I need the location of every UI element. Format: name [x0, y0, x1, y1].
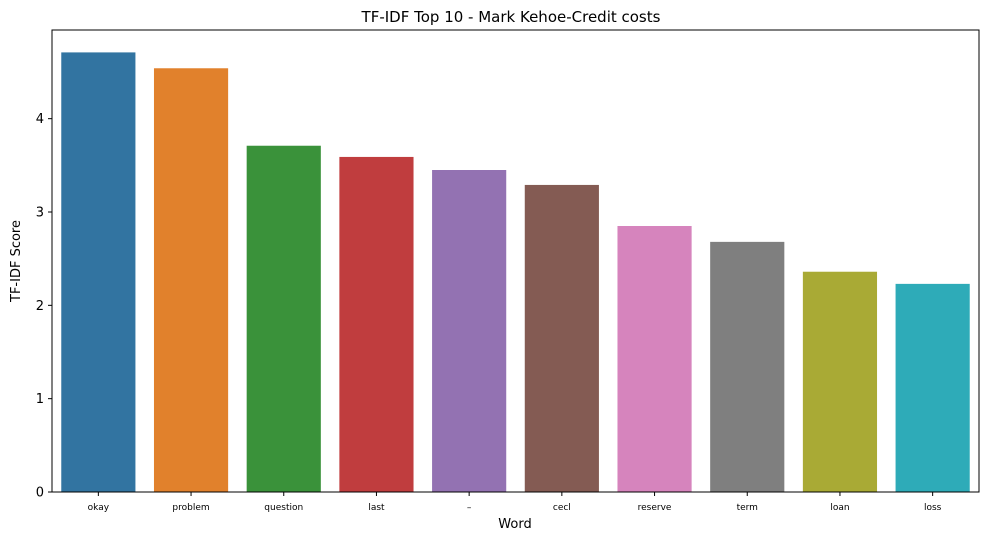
bar-7 — [710, 241, 785, 492]
bar-6 — [617, 226, 692, 492]
bar-3 — [339, 156, 414, 492]
x-tick-label: loss — [924, 503, 942, 513]
y-tick-label: 0 — [36, 486, 44, 501]
x-tick-label: last — [368, 503, 385, 513]
bar-9 — [895, 283, 970, 492]
bar-2 — [246, 145, 321, 493]
x-tick-label: term — [737, 503, 758, 513]
y-axis-label: TF-IDF Score — [9, 220, 24, 303]
x-tick-label: problem — [172, 503, 209, 513]
y-tick-label: 4 — [36, 112, 44, 127]
plot-frame — [51, 29, 980, 493]
bar-4 — [432, 170, 507, 492]
bar-5 — [524, 184, 599, 492]
bar-8 — [802, 271, 878, 492]
bar-0 — [61, 52, 136, 493]
y-tick-label: 2 — [36, 299, 44, 314]
y-tick-label: 3 — [36, 206, 44, 221]
y-tick-label: 1 — [36, 392, 44, 407]
x-tick-label: – — [467, 503, 472, 513]
bar-1 — [153, 68, 229, 493]
x-tick-label: reserve — [638, 503, 672, 513]
x-tick-label: cecl — [553, 503, 571, 513]
bars-group — [61, 52, 970, 493]
x-tick-label: question — [264, 503, 303, 513]
x-axis-label: Word — [498, 517, 531, 532]
chart-title: TF-IDF Top 10 - Mark Kehoe-Credit costs — [361, 8, 661, 26]
x-tick-label: okay — [88, 503, 110, 513]
y-axis-ticks: 0 1 2 3 4 — [36, 112, 52, 501]
x-tick-label: loan — [830, 503, 849, 513]
x-axis-ticks: okay problem question last – cecl reserve term l… — [88, 492, 942, 513]
